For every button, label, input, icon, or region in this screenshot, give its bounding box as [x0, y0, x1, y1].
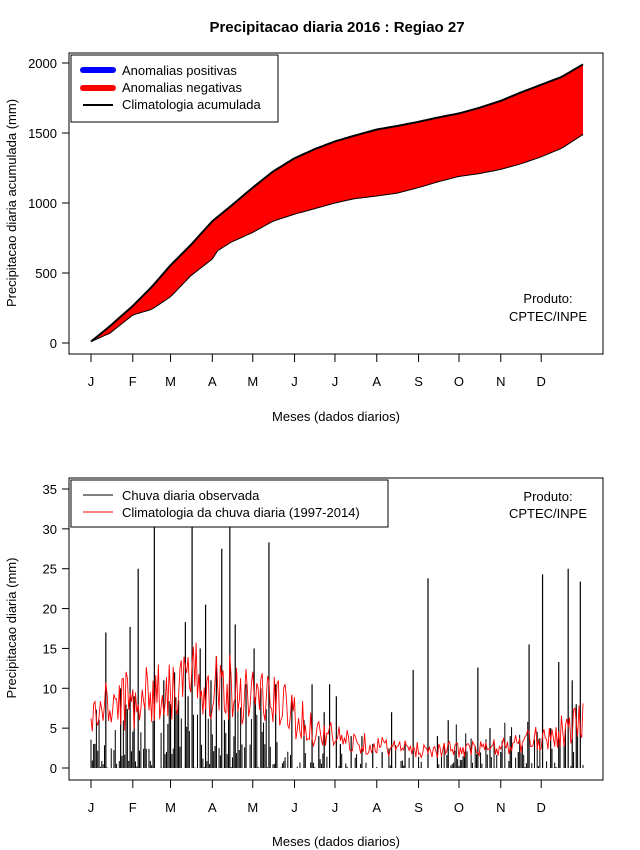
y-tick-label: 35: [43, 482, 57, 497]
x-tick-label: J: [332, 800, 339, 815]
legend-label-positive: Anomalias positivas: [122, 63, 237, 78]
bottom-legend: Chuva diaria observada Climatologia da c…: [70, 479, 389, 528]
x-tick-label: M: [247, 374, 258, 389]
bottom-observed-bars: [90, 520, 584, 768]
top-chart-title: Precipitacao diaria 2016 : Regiao 27: [209, 19, 464, 36]
x-tick-label: A: [208, 374, 217, 389]
bottom-annotation-source: CPTEC/INPE: [509, 506, 587, 521]
legend-label-climatology: Climatologia acumulada: [122, 97, 262, 112]
legend-label-daily-climatology: Climatologia da chuva diaria (1997-2014): [122, 505, 360, 520]
x-tick-label: M: [247, 800, 258, 815]
x-tick-label: N: [496, 800, 505, 815]
x-tick-label: D: [537, 374, 546, 389]
bottom-x-label: Meses (dados diarios): [272, 834, 400, 849]
x-tick-label: S: [414, 374, 423, 389]
y-tick-label: 10: [43, 681, 57, 696]
top-legend: Anomalias positivas Anomalias negativas …: [70, 54, 279, 123]
y-tick-label: 0: [50, 336, 57, 351]
bottom-annotation-produto: Produto:: [523, 489, 572, 504]
bottom-climatology-layer: [90, 642, 584, 760]
y-tick-label: 5: [50, 721, 57, 736]
x-tick-label: N: [496, 374, 505, 389]
x-tick-label: D: [537, 800, 546, 815]
top-annotation-produto: Produto:: [523, 291, 572, 306]
top-annotation-source: CPTEC/INPE: [509, 309, 587, 324]
bottom-legend-box: [70, 479, 389, 528]
bottom-plot-frame: [68, 477, 604, 781]
bottom-y-axis: 0 5 10 15 20 25 30 35: [43, 482, 69, 776]
y-tick-label: 500: [35, 266, 57, 281]
y-tick-label: 20: [43, 602, 57, 617]
bottom-y-label: Precipitacao diaria (mm): [4, 558, 19, 699]
y-tick-label: 1500: [28, 126, 57, 141]
x-tick-label: J: [88, 800, 95, 815]
x-tick-label: A: [208, 800, 217, 815]
y-tick-label: 30: [43, 522, 57, 537]
legend-label-negative: Anomalias negativas: [122, 80, 242, 95]
y-tick-label: 25: [43, 562, 57, 577]
top-y-label: Precipitacao diaria acumulada (mm): [4, 99, 19, 307]
x-tick-label: J: [332, 374, 339, 389]
x-tick-label: M: [165, 374, 176, 389]
x-tick-label: J: [291, 374, 298, 389]
top-chart: Precipitacao diaria 2016 : Regiao 27 0 50…: [4, 19, 604, 424]
x-tick-label: M: [165, 800, 176, 815]
x-tick-label: O: [454, 800, 464, 815]
x-tick-label: S: [414, 800, 423, 815]
y-tick-label: 1000: [28, 196, 57, 211]
series-daily-climatology: [90, 642, 584, 760]
x-tick-label: J: [291, 800, 298, 815]
x-tick-label: J: [88, 374, 95, 389]
series-observed-cumulative: [90, 133, 584, 343]
top-y-axis: 0 500 1000 1500 2000: [28, 56, 69, 351]
y-tick-label: 15: [43, 641, 57, 656]
x-tick-label: F: [129, 800, 137, 815]
top-area-layer: [90, 63, 584, 343]
x-tick-label: A: [372, 374, 381, 389]
y-tick-label: 0: [50, 761, 57, 776]
legend-label-observed: Chuva diaria observada: [122, 488, 260, 503]
negative-anomaly-area: [91, 64, 583, 342]
bottom-chart: 0 5 10 15 20 25 30 35 J F M A M J J A S O N D Meses (dados…: [4, 477, 604, 849]
x-tick-label: O: [454, 374, 464, 389]
x-tick-label: F: [129, 374, 137, 389]
y-tick-label: 2000: [28, 56, 57, 71]
series-climatology-cumulative: [90, 63, 584, 343]
x-tick-label: A: [372, 800, 381, 815]
top-x-label: Meses (dados diarios): [272, 409, 400, 424]
